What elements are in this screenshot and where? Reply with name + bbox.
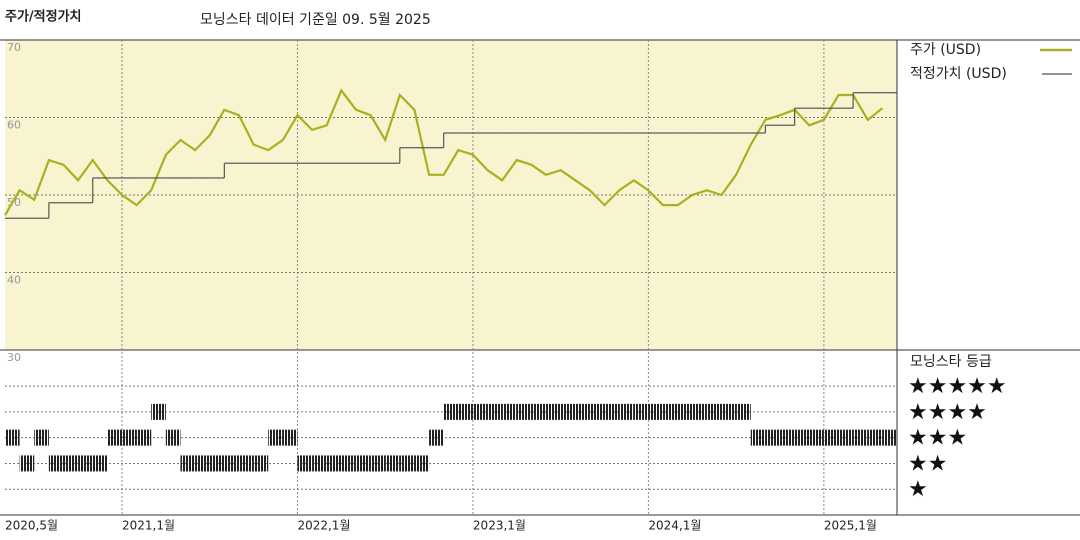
rating-bar bbox=[619, 403, 634, 420]
rating-bar bbox=[151, 403, 166, 420]
rating-bar bbox=[560, 403, 576, 420]
rating-bar bbox=[414, 455, 430, 472]
rating-bar bbox=[78, 455, 93, 472]
rating-bar bbox=[48, 455, 64, 472]
rating-bar bbox=[136, 429, 152, 446]
price-line bbox=[4, 88, 884, 216]
x-tick-label: 2021,1월 bbox=[122, 519, 175, 533]
x-tick-label: 2025,1월 bbox=[824, 519, 877, 533]
rating-bar bbox=[867, 429, 883, 446]
rating-bar bbox=[429, 429, 444, 446]
rating-bar bbox=[823, 429, 839, 446]
rating-bar bbox=[297, 455, 313, 472]
rating-bar bbox=[531, 403, 547, 420]
rating-bar bbox=[809, 429, 824, 446]
rating-bar bbox=[502, 403, 517, 420]
y-tick-label: 70 bbox=[7, 41, 21, 54]
rating-bar bbox=[253, 455, 269, 472]
rating-bar bbox=[882, 429, 897, 446]
rating-bar bbox=[853, 429, 868, 446]
y-tick-label: ★★ bbox=[908, 451, 947, 476]
rating-bar bbox=[604, 403, 620, 420]
chart-title: 주가/적정가치 bbox=[5, 9, 82, 25]
rating-bar bbox=[195, 455, 210, 472]
rating-bar bbox=[765, 429, 781, 446]
y-tick-label: ★ bbox=[908, 477, 928, 502]
rating-bar bbox=[721, 403, 737, 420]
y-tick-label: 40 bbox=[7, 274, 21, 287]
x-tick-label: 2022,1월 bbox=[297, 519, 350, 533]
rating-bar bbox=[648, 403, 664, 420]
rating-bar bbox=[355, 455, 371, 472]
rating-bar bbox=[472, 403, 488, 420]
rating-bar bbox=[663, 403, 678, 420]
rating-bar bbox=[677, 403, 693, 420]
rating-bar bbox=[370, 455, 386, 472]
rating-bar bbox=[224, 455, 239, 472]
rating-bar bbox=[312, 455, 327, 472]
rating-bar bbox=[838, 429, 854, 446]
rating-bar bbox=[34, 429, 49, 446]
y-tick-label: ★★★★ bbox=[908, 400, 987, 425]
rating-bar bbox=[458, 403, 473, 420]
rating-bar bbox=[516, 403, 532, 420]
rating-bar bbox=[546, 403, 561, 420]
rating-bar bbox=[750, 429, 766, 446]
rating-bar bbox=[399, 455, 415, 472]
rating-bar bbox=[121, 429, 137, 446]
rating-bar bbox=[780, 429, 795, 446]
y-tick-label: ★★★ bbox=[908, 426, 967, 451]
rating-bar bbox=[19, 455, 35, 472]
rating-bar bbox=[209, 455, 225, 472]
legend-label: 주가 (USD) bbox=[910, 42, 981, 58]
rating-bar bbox=[238, 455, 254, 472]
rating-bar bbox=[794, 429, 810, 446]
chart-subtitle: 모닝스타 데이터 기준일 09. 5월 2025 bbox=[200, 12, 431, 28]
rating-title: 모닝스타 등급 bbox=[910, 354, 992, 370]
rating-bar bbox=[180, 455, 196, 472]
rating-bar bbox=[575, 403, 590, 420]
rating-bar bbox=[706, 403, 722, 420]
y-tick-label: 60 bbox=[7, 119, 21, 132]
legend-label: 적정가치 (USD) bbox=[910, 66, 1007, 82]
frame bbox=[0, 39, 1080, 516]
rating-bar bbox=[63, 455, 79, 472]
x-tick-label: 2024,1월 bbox=[648, 519, 701, 533]
rating-bar bbox=[633, 403, 649, 420]
x-tick-label: 2020,5월 bbox=[5, 519, 58, 533]
rating-bar bbox=[326, 455, 342, 472]
rating-bar bbox=[282, 429, 298, 446]
rating-bar bbox=[92, 455, 108, 472]
rating-bar bbox=[268, 429, 283, 446]
rating-bar bbox=[487, 403, 503, 420]
rating-bar bbox=[107, 429, 122, 446]
y-tick-label: ★★★★★ bbox=[908, 374, 1007, 399]
rating-bar bbox=[341, 455, 356, 472]
rating-bar bbox=[736, 403, 751, 420]
rating-bar bbox=[385, 455, 400, 472]
rating-bar bbox=[165, 429, 181, 446]
rating-bar bbox=[5, 429, 20, 446]
rating-bar bbox=[589, 403, 605, 420]
rating-bar bbox=[692, 403, 707, 420]
y-tick-label: 30 bbox=[7, 351, 21, 364]
x-tick-label: 2023,1월 bbox=[473, 519, 526, 533]
rating-bar bbox=[443, 403, 459, 420]
